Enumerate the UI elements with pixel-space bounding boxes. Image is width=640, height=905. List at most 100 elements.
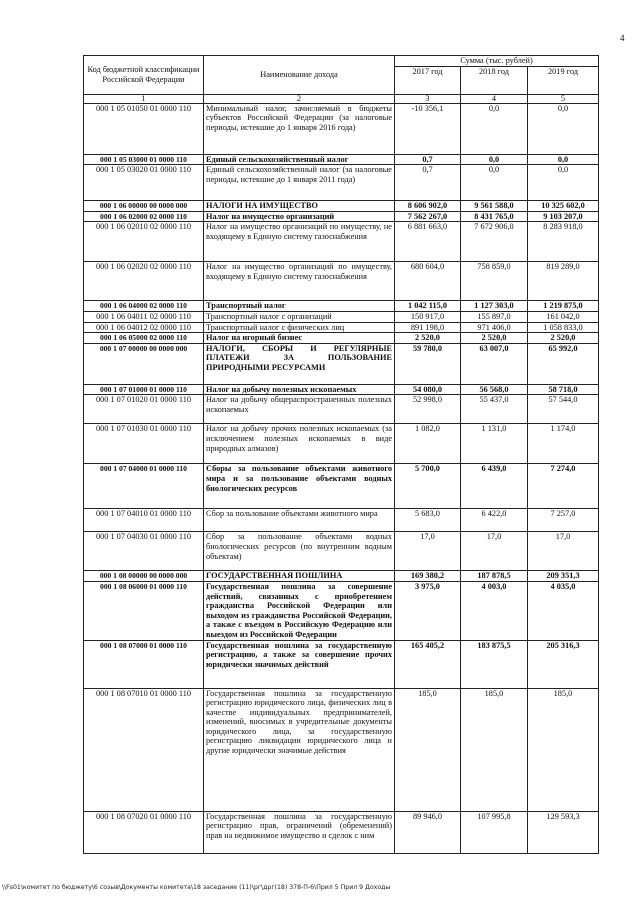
budget-code: 000 1 07 01030 01 0000 110 [83,423,204,465]
budget-code: 000 1 07 04000 01 0000 110 [83,463,204,510]
amount-2017: 150 917,0 [394,310,461,323]
revenue-name: Транспортный налог с организаций [203,310,395,323]
revenue-name: Налог на добычу полезных ископаемых [203,383,395,396]
revenue-name: Налог на имущество организаций по имущес… [203,221,395,263]
budget-code: 000 1 08 07020 01 0000 110 [83,810,204,854]
budget-code: 000 1 05 03000 01 0000 110 [83,153,204,166]
header-sum: Сумма (тыс. рублей) [394,55,599,67]
budget-code: 000 1 05 03020 01 0000 110 [83,164,204,202]
budget-code: 000 1 07 00000 00 0000 000 [83,342,204,385]
amount-2018: 8 431 765,0 [460,210,528,223]
revenue-name: Налог на добычу общераспространенных пол… [203,394,395,425]
table-row: 000 1 08 00000 00 0000 000 ГОСУДАРСТВЕННА… [83,570,599,582]
amount-2017: 1 042 115,0 [394,300,461,312]
amount-2018: 107 995,8 [460,810,528,854]
amount-2019: 8 283 918,0 [527,221,599,263]
amount-2018: 7 672 906,0 [460,221,528,263]
amount-2017: 5 683,0 [394,508,461,533]
revenue-name: Минимальный налог, зачисляемый в бюджеты… [203,102,395,155]
amount-2019: 7 257,0 [527,508,599,533]
header-name: Наименование дохода [203,55,395,95]
revenue-name: Единый сельскохозяйственный налог (за на… [203,164,395,202]
amount-2019: 205 316,3 [527,639,599,689]
amount-2019: 58 718,0 [527,383,599,396]
amount-2018: 6 439,0 [460,463,528,510]
revenue-name: Государственная пошлина за государственн… [203,687,395,812]
table-row: 000 1 08 06000 01 0000 110 Государственна… [83,580,599,641]
revenue-name: Государственная пошлина за государственн… [203,639,395,689]
page-number: 4 [620,33,625,43]
table-row: 000 1 07 04000 01 0000 110 Сборы за польз… [83,463,599,510]
amount-2019: 7 274,0 [527,463,599,510]
revenue-table: Код бюджетной классификации Российской Ф… [83,55,599,854]
table-row: 000 1 08 07010 01 0000 110 Государственна… [83,687,599,812]
budget-code: 000 1 08 07000 01 0000 110 [83,639,204,689]
revenue-name: Транспортный налог с физических лиц [203,321,395,334]
amount-2018: 56 568,0 [460,383,528,396]
budget-code: 000 1 06 02000 02 0000 110 [83,210,204,223]
amount-2018: 1 127 303,0 [460,300,528,312]
budget-code: 000 1 07 01020 01 0000 110 [83,394,204,425]
revenue-name: Налог на имущество организаций по имущес… [203,261,395,302]
amount-2017: 3 975,0 [394,580,461,641]
amount-2018: 17,0 [460,531,528,572]
header-year-2017: 2017 год [394,65,461,95]
budget-code: 000 1 07 04030 01 0000 110 [83,531,204,572]
amount-2018: 0,0 [460,153,528,166]
amount-2018: 183 875,5 [460,639,528,689]
header-year-2018: 2018 год [460,65,528,95]
table-row: 000 1 06 05000 02 0000 110 Налог на игорн… [83,332,599,344]
amount-2019: 161 042,0 [527,310,599,323]
amount-2017: 0,7 [394,164,461,202]
amount-2017: 89 946,0 [394,810,461,854]
revenue-name: Сбор за пользование объектами животного … [203,508,395,533]
revenue-name: Налог на имущество организаций [203,210,395,223]
amount-2017: 165 405,2 [394,639,461,689]
amount-2017: 680 604,0 [394,261,461,302]
amount-2019: 10 325 602,0 [527,200,599,212]
amount-2018: 758 859,0 [460,261,528,302]
table-row: 000 1 06 02000 02 0000 110 Налог на имуще… [83,210,599,223]
revenue-name: Сборы за пользование объектами животного… [203,463,395,510]
budget-code: 000 1 05 01050 01 0000 110 [83,102,204,155]
table-row: 000 1 07 04010 01 0000 110 Сбор за пользо… [83,508,599,533]
amount-2019: 0,0 [527,153,599,166]
table-row: 000 1 05 03000 01 0000 110 Единый сельско… [83,153,599,166]
revenue-name: Государственная пошлина за государственн… [203,810,395,854]
amount-2018: 187 878,5 [460,570,528,582]
table-row: 000 1 06 00000 00 0000 000 НАЛОГИ НА ИМУЩ… [83,200,599,212]
amount-2019: 0,0 [527,102,599,155]
amount-2017: 7 562 267,0 [394,210,461,223]
index-5: 5 [527,93,599,104]
budget-code: 000 1 06 04000 02 0000 110 [83,300,204,312]
revenue-name: Государственная пошлина за совершение де… [203,580,395,641]
amount-2017: 169 380,2 [394,570,461,582]
amount-2017: 52 998,0 [394,394,461,425]
index-4: 4 [460,93,528,104]
table-row: 000 1 06 04012 02 0000 110 Транспортный н… [83,321,599,334]
index-3: 3 [394,93,461,104]
amount-2017: 891 198,0 [394,321,461,334]
table-row: 000 1 07 01030 01 0000 110 Налог на добыч… [83,423,599,465]
revenue-name: НАЛОГИ НА ИМУЩЕСТВО [203,200,395,212]
budget-code: 000 1 08 06000 01 0000 110 [83,580,204,641]
amount-2018: 2 520,0 [460,332,528,344]
budget-code: 000 1 06 02010 02 0000 110 [83,221,204,263]
amount-2019: 1 219 875,0 [527,300,599,312]
header-code: Код бюджетной классификации Российской Ф… [83,55,204,95]
revenue-name: Транспортный налог [203,300,395,312]
amount-2019: 129 593,3 [527,810,599,854]
amount-2017: -10 356,1 [394,102,461,155]
header-year-2019: 2019 год [527,65,599,95]
table-row: 000 1 05 03020 01 0000 110 Единый сельско… [83,164,599,202]
index-1: 1 [83,93,204,104]
amount-2018: 0,0 [460,164,528,202]
amount-2018: 185,0 [460,687,528,812]
amount-2017: 17,0 [394,531,461,572]
table-row: 000 1 06 04011 02 0000 110 Транспортный н… [83,310,599,323]
amount-2017: 8 606 902,0 [394,200,461,212]
amount-2018: 6 422,0 [460,508,528,533]
file-path-footer: \\Fs01\комитет по бюджету\6 созыв\Докуме… [2,884,391,891]
index-2: 2 [203,93,395,104]
table-row: 000 1 06 02010 02 0000 110 Налог на имуще… [83,221,599,263]
